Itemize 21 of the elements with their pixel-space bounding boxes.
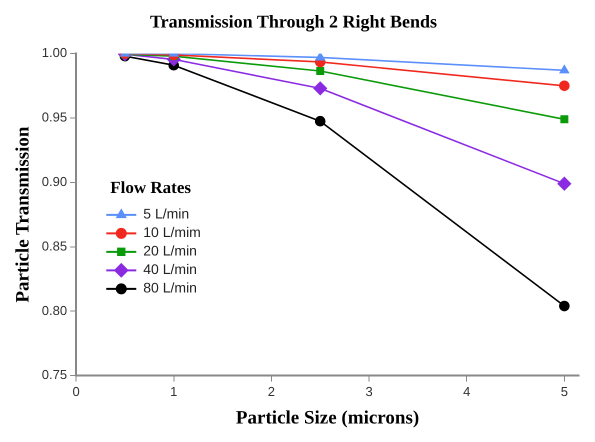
- legend-label: 5 L/min: [143, 206, 190, 222]
- y-axis-title: Particle Transmission: [12, 126, 34, 303]
- x-tick-label: 4: [463, 384, 470, 399]
- x-tick-label: 0: [72, 384, 80, 399]
- x-tick-label: 2: [268, 384, 276, 399]
- y-tick-label: 0.95: [42, 110, 68, 125]
- legend-label: 80 L/min: [143, 280, 197, 296]
- legend-label: 10 L/mim: [143, 224, 201, 240]
- x-tick-label: 5: [560, 384, 568, 399]
- legend-title: Flow Rates: [110, 178, 192, 198]
- legend-label: 40 L/min: [143, 261, 197, 278]
- chart-title: Transmission Through 2 Right Bends: [150, 11, 438, 32]
- y-tick-label: 1.00: [42, 45, 68, 60]
- y-tick-label: 0.85: [42, 238, 68, 254]
- x-tick-label: 1: [170, 384, 178, 399]
- y-tick-label: 0.90: [42, 174, 68, 189]
- y-tick-label: 0.80: [42, 302, 68, 318]
- y-tick-label: 0.75: [42, 367, 68, 382]
- legend-label: 20 L/min: [143, 242, 197, 259]
- x-axis-title: Particle Size (microns): [236, 408, 420, 429]
- x-tick-label: 3: [365, 384, 373, 399]
